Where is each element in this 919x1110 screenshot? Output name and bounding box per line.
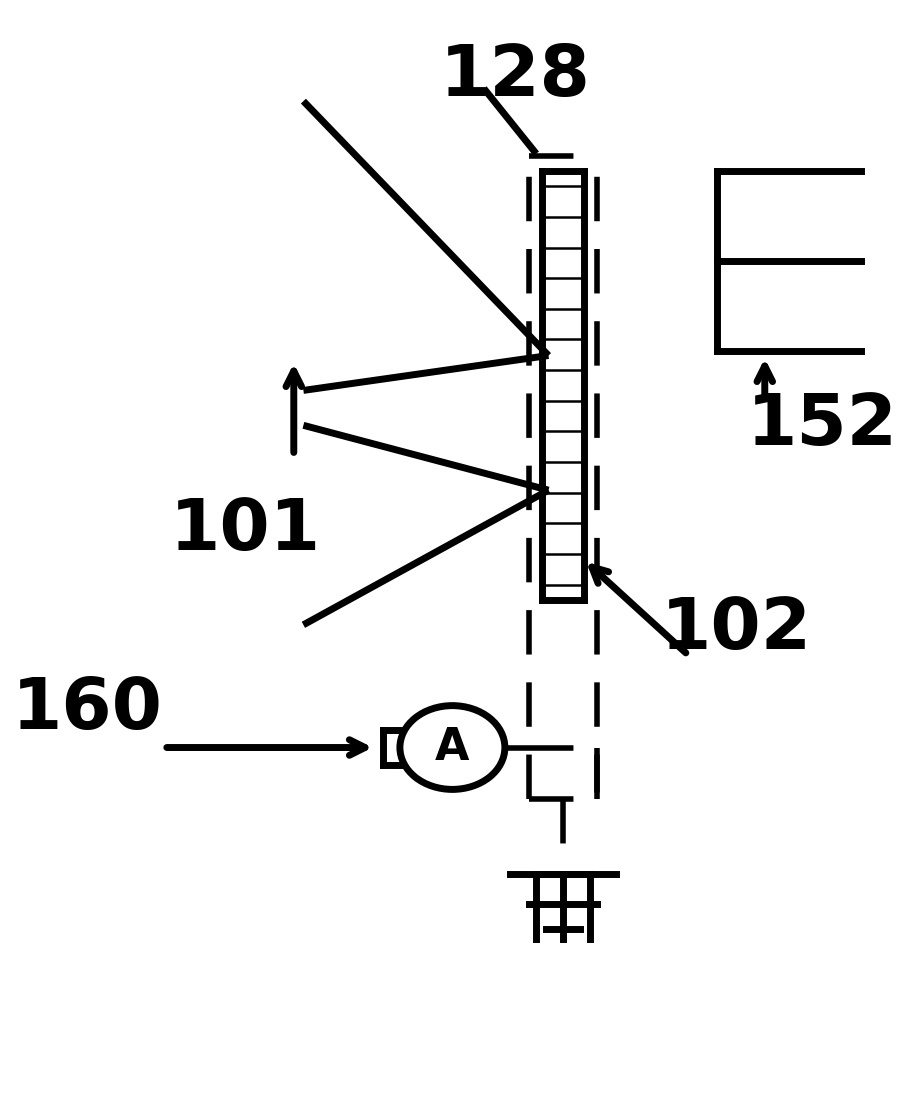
Text: A: A bbox=[435, 726, 470, 769]
Text: 160: 160 bbox=[12, 675, 163, 744]
Text: 128: 128 bbox=[439, 42, 590, 111]
Text: 102: 102 bbox=[661, 595, 811, 664]
Text: 101: 101 bbox=[170, 495, 322, 565]
Text: 152: 152 bbox=[747, 391, 898, 460]
